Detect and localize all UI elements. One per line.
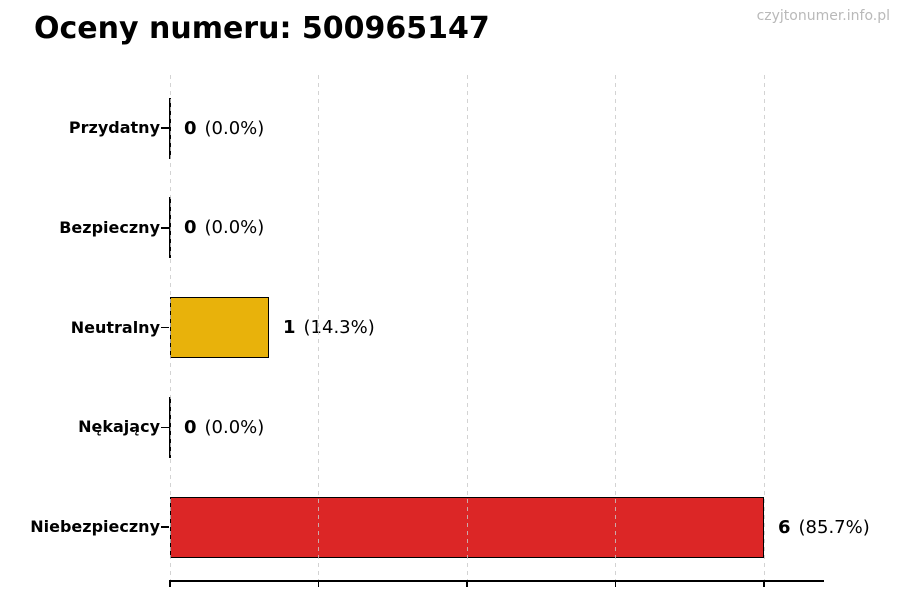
category-label: Przydatny — [68, 118, 160, 137]
gridline — [615, 75, 616, 580]
x-axis-tick — [614, 579, 617, 587]
watermark-text: czyjtonumer.info.pl — [756, 8, 890, 24]
value-percent: (0.0%) — [204, 217, 265, 239]
value-count: 0 — [184, 416, 197, 438]
x-axis-tick — [466, 579, 468, 587]
value-percent: (0.0%) — [204, 416, 265, 438]
chart-title: Oceny numeru: 500965147 — [34, 11, 490, 46]
gridline — [466, 75, 468, 580]
value-percent: (85.7%) — [798, 516, 870, 538]
y-axis-tick — [161, 426, 169, 428]
value-count: 6 — [778, 516, 791, 538]
y-axis-tick — [161, 227, 169, 229]
value-count: 0 — [184, 217, 197, 239]
gridline — [763, 75, 765, 580]
value-label: 0 (0.0%) — [184, 215, 264, 240]
x-axis-line — [169, 579, 824, 582]
value-count: 0 — [184, 117, 197, 139]
value-label: 1 (14.3%) — [283, 315, 375, 340]
y-axis-tick — [161, 127, 169, 129]
value-label: 6 (85.7%) — [778, 515, 870, 540]
value-count: 1 — [283, 317, 296, 338]
gridline — [169, 75, 171, 580]
category-label: Nękający — [78, 417, 160, 437]
value-label: 0 (0.0%) — [184, 415, 264, 440]
value-percent: (0.0%) — [204, 117, 265, 139]
x-axis-tick — [317, 579, 320, 587]
x-axis-tick — [763, 579, 765, 587]
category-label: Bezpieczny — [59, 217, 160, 237]
bar — [170, 297, 269, 358]
y-axis-tick — [161, 526, 169, 528]
value-percent: (14.3%) — [303, 317, 375, 338]
category-label: Niebezpieczny — [30, 517, 160, 536]
y-axis-tick — [161, 326, 169, 329]
x-axis-tick — [169, 579, 171, 587]
value-label: 0 (0.0%) — [184, 116, 264, 141]
category-label: Neutralny — [70, 317, 160, 337]
gridline — [318, 75, 319, 580]
